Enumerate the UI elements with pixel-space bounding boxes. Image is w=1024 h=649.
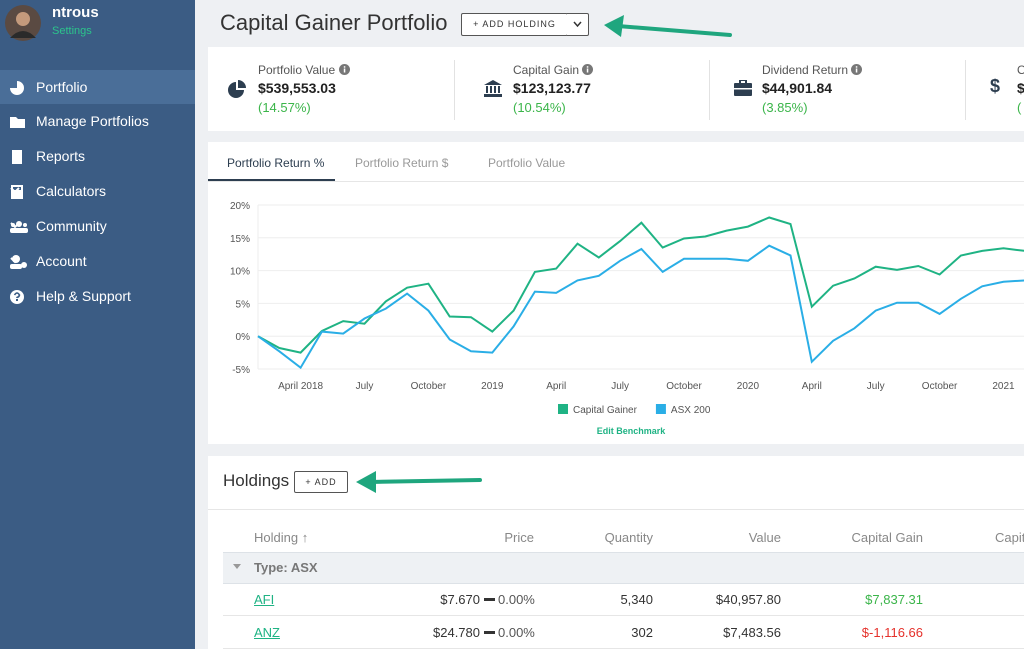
stat-change: (10.54%) xyxy=(513,100,566,115)
button-label: + ADD HOLDING xyxy=(473,19,556,29)
button-label: + ADD xyxy=(305,477,337,487)
legend-swatch xyxy=(655,404,666,414)
add-button[interactable]: + ADD xyxy=(294,471,348,493)
y-tick-label: 10% xyxy=(230,267,250,278)
menu-label: Help & Support xyxy=(36,288,131,304)
x-tick-label: April 2018 xyxy=(278,381,323,392)
quantity: 5,340 xyxy=(620,592,653,607)
stat-icon xyxy=(228,80,246,98)
stat-change: (14.57%) xyxy=(258,100,311,115)
tab-underline xyxy=(208,179,335,181)
menu-label: Reports xyxy=(36,148,86,164)
x-tick-label: July xyxy=(611,381,629,392)
column-header[interactable]: Quantity xyxy=(604,530,653,545)
menu-item[interactable]: Manage Portfolios xyxy=(0,104,195,138)
menu-label: Account xyxy=(36,253,87,269)
settings-link[interactable]: Settings xyxy=(52,25,92,37)
dropdown-button[interactable] xyxy=(567,13,589,36)
menu-label: Community xyxy=(36,218,107,234)
column-header[interactable]: Capital Gain xyxy=(851,530,923,545)
capital-gain: $-1,116.66 xyxy=(861,625,923,640)
legend-swatch xyxy=(558,404,568,414)
holdings-title: Holdings xyxy=(223,471,290,490)
x-tick-label: October xyxy=(411,381,447,392)
add-holding-button[interactable]: + ADD HOLDING xyxy=(461,13,568,36)
y-tick-label: -5% xyxy=(232,365,250,376)
legend-label: ASX 200 xyxy=(671,405,711,416)
y-tick-label: 20% xyxy=(230,201,250,212)
x-tick-label: July xyxy=(867,381,885,392)
x-tick-label: 2019 xyxy=(481,381,504,392)
stat-value: $539,553.03 xyxy=(258,80,336,96)
group-label: Type: ASX xyxy=(254,560,318,575)
x-tick-label: 2020 xyxy=(737,381,760,392)
stat-icon xyxy=(734,80,752,96)
group-row[interactable] xyxy=(223,552,1024,584)
menu-item[interactable]: Portfolio xyxy=(0,70,195,104)
edit-benchmark-link[interactable]: Edit Benchmark xyxy=(597,426,667,436)
stat-value: $123,123.77 xyxy=(513,80,591,96)
value: $7,483.56 xyxy=(723,625,781,640)
price-change: 0.00% xyxy=(498,625,535,640)
menu-item[interactable]: Reports xyxy=(0,139,195,173)
stat-label: Capital Gain xyxy=(513,63,594,77)
menu-label: Manage Portfolios xyxy=(36,113,149,129)
x-tick-label: October xyxy=(666,381,702,392)
menu-item[interactable]: Account xyxy=(0,244,195,278)
y-tick-label: 15% xyxy=(230,234,250,245)
stat-icon xyxy=(484,80,502,97)
sidebar: ntrous Settings Portfolio Manage Portfol… xyxy=(0,0,195,649)
stat-label: Portfolio Value xyxy=(258,63,350,77)
avatar[interactable] xyxy=(4,4,42,42)
chart: -5% 0% 5% 10% 15% 20% April 2018 July October 201… xyxy=(230,201,1024,436)
stat-label: Dividend Return xyxy=(762,63,863,77)
stat-value: $ xyxy=(1017,80,1024,96)
annotation-arrow xyxy=(356,471,482,493)
value: $40,957.80 xyxy=(715,592,781,607)
stat-change: ( xyxy=(1017,100,1022,115)
stat-icon: $ xyxy=(990,76,1001,96)
holding-link[interactable]: ANZ xyxy=(254,625,280,640)
stat-change: (3.85%) xyxy=(762,100,808,115)
tab[interactable]: Portfolio Value xyxy=(488,156,566,170)
column-header[interactable]: Capit xyxy=(995,530,1024,545)
page-title: Capital Gainer Portfolio xyxy=(220,10,448,35)
column-header[interactable]: Price xyxy=(504,530,534,545)
stat-label: O xyxy=(1017,63,1024,77)
column-header[interactable]: Value xyxy=(748,530,781,545)
menu-label: Calculators xyxy=(36,183,107,199)
column-header[interactable]: Holding ↑ xyxy=(254,530,309,545)
holding-link[interactable]: AFI xyxy=(254,592,275,607)
tab[interactable]: Portfolio Return $ xyxy=(355,156,449,170)
y-tick-label: 0% xyxy=(236,332,251,343)
chart-card xyxy=(208,142,1024,444)
menu-item[interactable]: Calculators xyxy=(0,174,195,208)
price: $24.780 xyxy=(433,625,480,640)
x-tick-label: April xyxy=(546,381,566,392)
user-name: ntrous xyxy=(52,4,99,21)
menu-label: Portfolio xyxy=(36,79,88,95)
series-line xyxy=(257,216,1024,354)
stat-value: $44,901.84 xyxy=(762,80,833,96)
capital-gain: $7,837.31 xyxy=(865,592,923,607)
x-tick-label: July xyxy=(356,381,374,392)
y-tick-label: 5% xyxy=(236,299,251,310)
annotation-arrow xyxy=(604,15,732,37)
quantity: 302 xyxy=(631,625,653,640)
x-tick-label: 2021 xyxy=(992,381,1015,392)
tab-active[interactable]: Portfolio Return % xyxy=(227,156,325,170)
legend-label: Capital Gainer xyxy=(573,405,638,416)
x-tick-label: October xyxy=(922,381,958,392)
price: $7.670 xyxy=(440,592,480,607)
x-tick-label: April xyxy=(802,381,822,392)
menu-item[interactable]: Help & Support xyxy=(0,279,195,313)
price-change: 0.00% xyxy=(498,592,535,607)
group-caret xyxy=(233,564,241,569)
menu-item[interactable]: Community xyxy=(0,209,195,243)
series-line xyxy=(257,244,1024,370)
stats-card xyxy=(208,47,1024,131)
